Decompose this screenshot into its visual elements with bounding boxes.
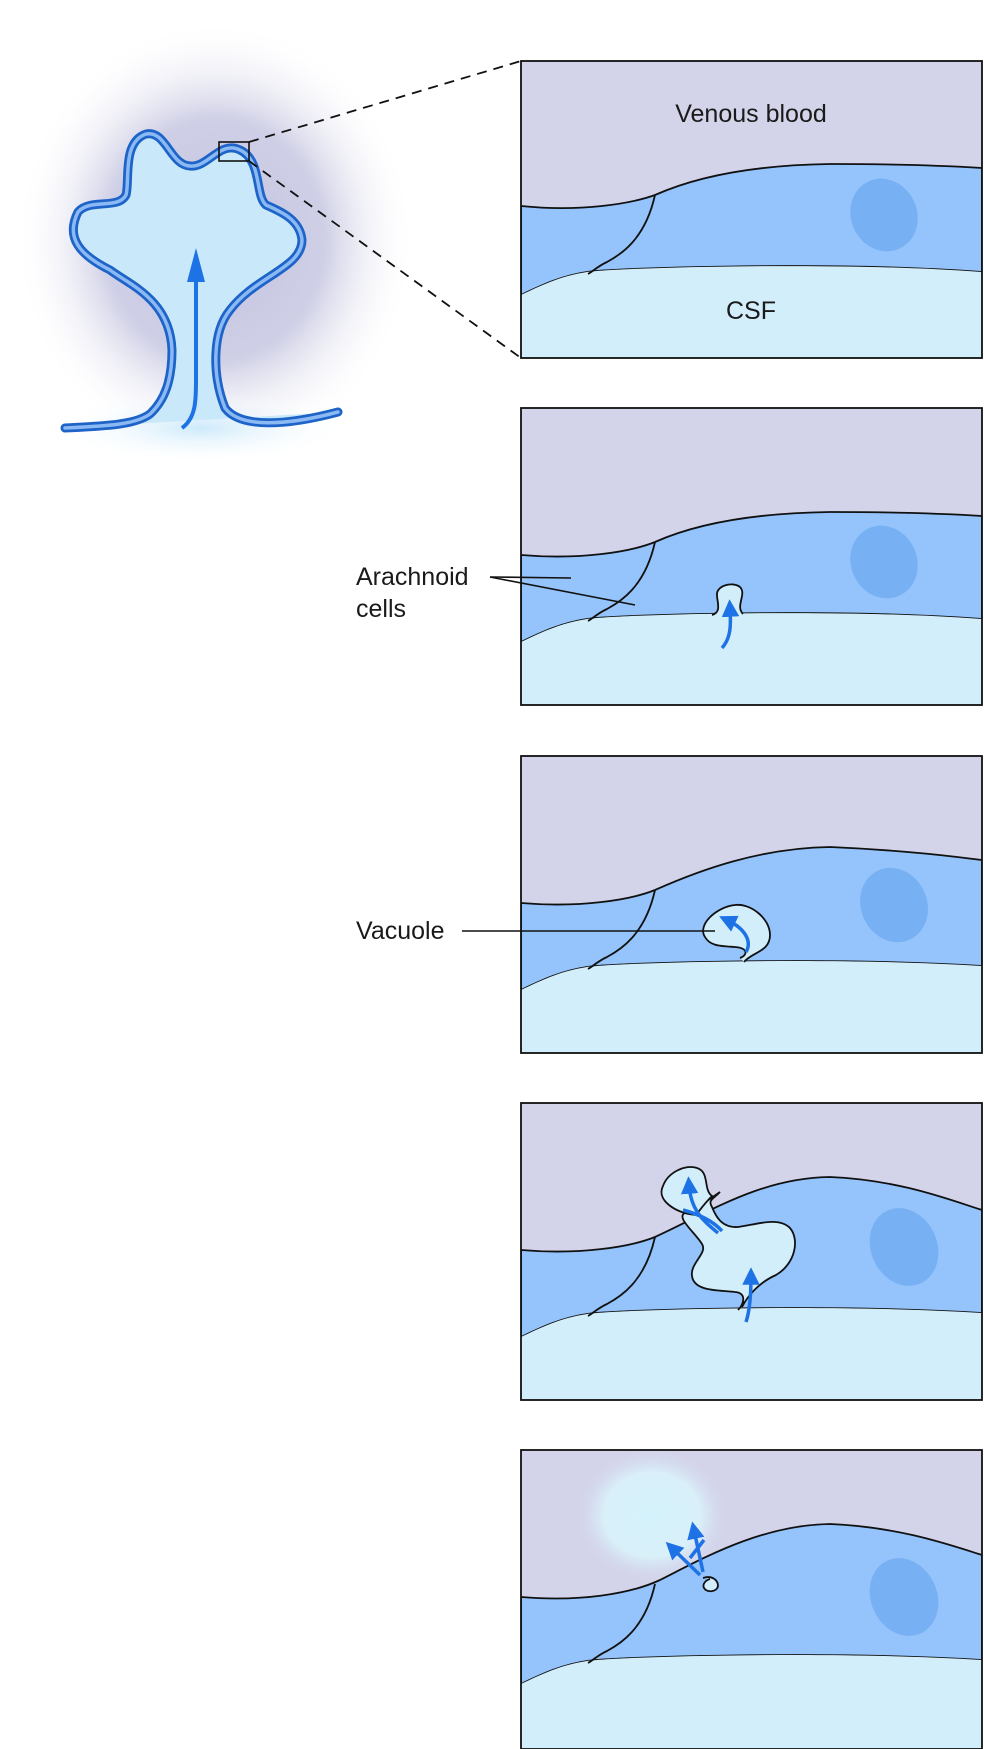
nucleus	[850, 525, 918, 599]
arachnoid-villus-overview	[15, 20, 522, 464]
arachnoid-pointer-1	[489, 576, 572, 579]
arachnoid-pointer-2	[489, 576, 636, 606]
nucleus	[869, 1558, 939, 1636]
flow-arrow	[742, 1267, 760, 1323]
nucleus	[850, 178, 918, 252]
flow-arrow	[682, 1208, 724, 1233]
panel-1	[521, 61, 982, 358]
flow-arrow	[687, 1521, 705, 1573]
zoom-box	[218, 141, 250, 162]
flow-arrow	[665, 1541, 702, 1577]
flow-arrow	[719, 915, 750, 953]
arrow-head	[187, 248, 205, 282]
flow-arrow	[720, 599, 740, 650]
csf-release-cloud	[572, 1450, 732, 1585]
vacuole-label: Vacuole	[356, 917, 445, 945]
nucleus	[869, 1208, 939, 1286]
panel-2	[521, 408, 982, 705]
nucleus	[860, 867, 928, 943]
villus-base-glow	[50, 392, 350, 464]
opening-pore	[702, 1576, 719, 1593]
panel-3	[521, 756, 982, 1053]
zoom-line-bottom	[248, 160, 522, 359]
panel-5	[521, 1450, 982, 1749]
arachnoid-label-line1: Arachnoid	[356, 563, 469, 591]
zoom-line-top	[248, 60, 522, 143]
csf-flow-arrow	[180, 272, 198, 430]
flow-arrow	[688, 1538, 706, 1560]
panel-4	[521, 1103, 982, 1400]
arachnoid-label-line2: cells	[356, 595, 406, 623]
venous-blood-label: Venous blood	[675, 100, 827, 128]
csf-label: CSF	[726, 297, 776, 325]
